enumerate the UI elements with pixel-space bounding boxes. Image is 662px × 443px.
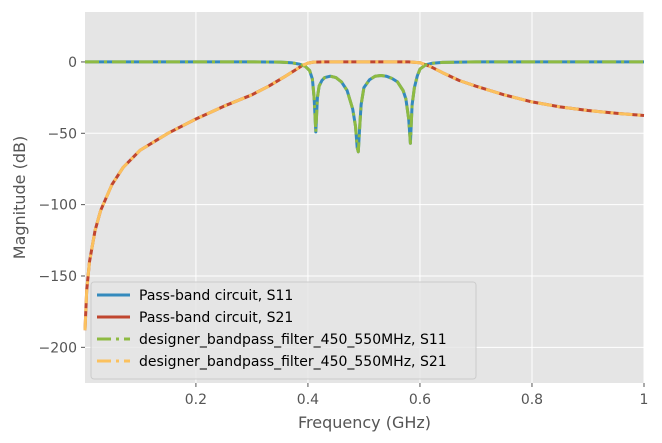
- x-tick-label: 0.8: [521, 392, 543, 408]
- y-tick-label: −50: [47, 126, 77, 142]
- legend-label-3: designer_bandpass_filter_450_550MHz, S11: [139, 332, 447, 348]
- series-line-3: [85, 60, 644, 154]
- legend-label-1: Pass-band circuit, S11: [139, 288, 293, 304]
- x-tick-label: 0.6: [409, 392, 431, 408]
- legend-label-4: designer_bandpass_filter_450_550MHz, S21: [139, 354, 447, 370]
- y-axis-ticks: 0 −50 −100 −150 −200: [39, 55, 85, 356]
- x-axis-ticks: 0.2 0.4 0.6 0.8 1: [185, 383, 649, 408]
- legend-box: [90, 281, 477, 380]
- series-layer: [83, 60, 645, 331]
- y-tick-label: 0: [68, 55, 77, 71]
- legend-label-2: Pass-band circuit, S21: [139, 310, 293, 326]
- y-tick-label: −100: [39, 198, 77, 214]
- y-tick-label: −150: [39, 269, 77, 285]
- legend-items: Pass-band circuit, S11 Pass-band circuit,…: [97, 288, 447, 370]
- y-axis-label: Magnitude (dB): [10, 136, 29, 259]
- x-tick-label: 0.4: [297, 392, 319, 408]
- series-line-4: [83, 60, 645, 331]
- x-axis-label: Frequency (GHz): [298, 413, 431, 432]
- legend: Pass-band circuit, S11 Pass-band circuit,…: [90, 281, 477, 380]
- x-tick-label: 0.2: [185, 392, 207, 408]
- x-tick-label: 1: [640, 392, 649, 408]
- y-tick-label: −200: [39, 340, 77, 356]
